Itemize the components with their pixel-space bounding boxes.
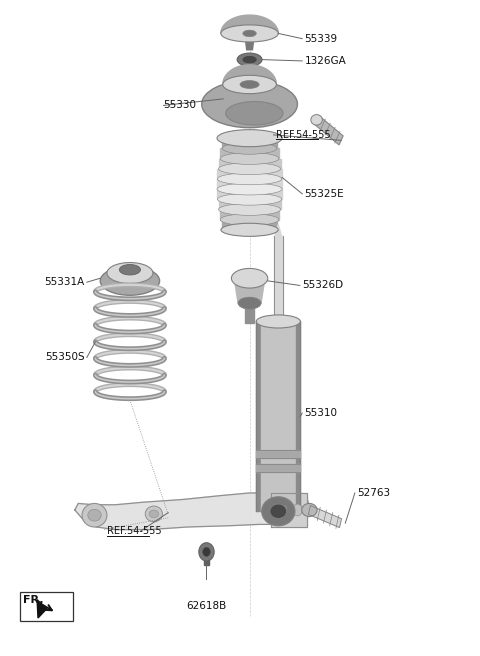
Ellipse shape <box>203 547 210 556</box>
Polygon shape <box>274 236 283 321</box>
Ellipse shape <box>223 75 276 94</box>
Ellipse shape <box>222 142 277 154</box>
Ellipse shape <box>221 223 278 236</box>
Ellipse shape <box>221 25 278 42</box>
Text: 62618B: 62618B <box>186 601 227 611</box>
Polygon shape <box>271 493 307 527</box>
Text: 55325E: 55325E <box>305 189 344 199</box>
Ellipse shape <box>270 504 287 518</box>
Ellipse shape <box>240 81 259 89</box>
Ellipse shape <box>120 264 141 275</box>
Polygon shape <box>220 209 279 220</box>
Polygon shape <box>256 464 300 472</box>
Polygon shape <box>296 321 300 511</box>
Ellipse shape <box>107 262 153 283</box>
Polygon shape <box>220 148 279 159</box>
Polygon shape <box>222 138 277 148</box>
Ellipse shape <box>217 183 282 195</box>
Ellipse shape <box>238 297 261 309</box>
Ellipse shape <box>217 173 282 185</box>
Text: REF.54-555: REF.54-555 <box>276 130 331 140</box>
Polygon shape <box>256 450 300 458</box>
Ellipse shape <box>262 497 295 525</box>
Polygon shape <box>261 321 296 511</box>
Ellipse shape <box>218 163 281 174</box>
Polygon shape <box>314 115 343 145</box>
Ellipse shape <box>100 266 159 295</box>
Polygon shape <box>223 65 276 85</box>
Ellipse shape <box>256 315 300 328</box>
Text: 52763: 52763 <box>357 488 390 498</box>
Ellipse shape <box>243 56 256 63</box>
Ellipse shape <box>293 504 302 516</box>
Polygon shape <box>37 600 47 618</box>
Text: 55350S: 55350S <box>45 352 84 363</box>
Polygon shape <box>222 220 277 230</box>
Text: 55339: 55339 <box>305 33 338 44</box>
Ellipse shape <box>217 130 282 147</box>
Ellipse shape <box>222 224 277 236</box>
Ellipse shape <box>220 214 279 226</box>
Text: REF.54-555: REF.54-555 <box>108 526 162 536</box>
Polygon shape <box>217 189 282 199</box>
Polygon shape <box>246 42 253 50</box>
Polygon shape <box>221 15 278 33</box>
Ellipse shape <box>88 509 101 521</box>
Ellipse shape <box>220 153 279 165</box>
Text: 55326D: 55326D <box>302 281 343 291</box>
Ellipse shape <box>217 194 282 205</box>
Ellipse shape <box>82 503 107 527</box>
Ellipse shape <box>231 268 268 288</box>
Ellipse shape <box>218 203 281 215</box>
Text: 55310: 55310 <box>305 408 337 418</box>
Ellipse shape <box>149 510 158 518</box>
Polygon shape <box>217 179 282 189</box>
Polygon shape <box>218 199 281 209</box>
Ellipse shape <box>226 102 283 125</box>
Ellipse shape <box>237 53 262 66</box>
Ellipse shape <box>199 543 214 561</box>
Polygon shape <box>204 552 209 565</box>
Text: 1326GA: 1326GA <box>305 56 347 66</box>
Text: 55331A: 55331A <box>44 277 84 287</box>
Polygon shape <box>256 321 261 511</box>
Ellipse shape <box>279 505 287 514</box>
Text: FR.: FR. <box>23 594 43 605</box>
Ellipse shape <box>311 115 323 125</box>
Ellipse shape <box>243 30 256 37</box>
Polygon shape <box>217 169 282 179</box>
Polygon shape <box>309 506 341 527</box>
Polygon shape <box>245 303 254 323</box>
Ellipse shape <box>276 501 291 519</box>
Polygon shape <box>75 493 312 529</box>
Ellipse shape <box>302 503 317 516</box>
Ellipse shape <box>202 81 298 128</box>
Ellipse shape <box>145 506 162 522</box>
Polygon shape <box>218 159 281 169</box>
Polygon shape <box>234 278 265 303</box>
Text: 55330: 55330 <box>163 100 196 110</box>
Polygon shape <box>275 224 282 236</box>
